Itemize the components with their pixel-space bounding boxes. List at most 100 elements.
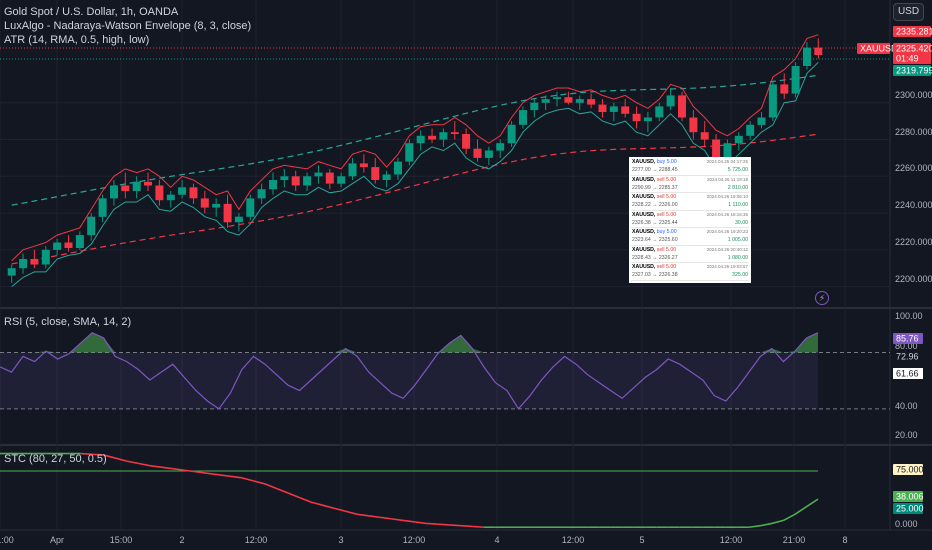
candle-body: [564, 97, 573, 103]
stc-segment: [287, 492, 300, 499]
trade-profit: 1 005.00: [727, 237, 748, 243]
flash-icon[interactable]: ⚡: [815, 291, 829, 305]
countdown-badge: 01:49: [896, 54, 919, 64]
stc-upper-badge-bg: [893, 464, 923, 475]
stc-segment: [806, 498, 819, 508]
trade-prices: 2326.38 → 2325.44: [632, 219, 678, 226]
candle-body: [189, 187, 198, 199]
rsi-line: [0, 331, 819, 410]
candle-body: [394, 161, 402, 175]
candle-body: [30, 259, 39, 265]
trade-header: XAUUSD, buy 5.00: [632, 229, 677, 235]
time-tick-label: 12:00: [720, 535, 743, 545]
rsi-legend[interactable]: RSI (5, close, SMA, 14, 2): [4, 316, 132, 328]
candle-body: [132, 181, 141, 191]
stc-segment: [138, 462, 150, 467]
currency-button[interactable]: USD: [893, 3, 924, 21]
stc-segment: [380, 516, 392, 520]
candle-body: [609, 106, 618, 112]
candle-body: [303, 176, 312, 186]
stc-segment: [357, 513, 369, 517]
trade-prices: 2327.03 → 2326.38: [632, 272, 678, 278]
stc-segment: [115, 457, 127, 462]
candle-body: [64, 242, 73, 248]
atr-legend[interactable]: ATR (14, RMA, 0.5, high, low): [4, 34, 150, 46]
stc-segment: [437, 523, 450, 526]
time-tick-label: 12:00: [245, 535, 268, 545]
trade-time: 2024.04.25 04:17:25: [706, 159, 748, 164]
trade-time: 2024.04.26 18:16:35: [706, 211, 748, 217]
atr-lower-band: [11, 61, 819, 287]
stc-segment: [794, 506, 807, 515]
price-tick-label: 2300.000: [895, 90, 932, 100]
stc-segment: [310, 501, 323, 506]
atr-upper-band: [11, 34, 819, 262]
rsi-band-fill: [0, 352, 818, 409]
trade-side: buy 5.00: [656, 229, 677, 235]
rsi-tick-label: 80.00: [895, 341, 918, 351]
nadaraya-watson-envelope: [0, 34, 890, 287]
time-tick-label: 3: [338, 535, 343, 545]
candle-body: [655, 106, 664, 118]
candle-body: [314, 172, 323, 177]
candle-body: [155, 185, 164, 201]
candle-body: [121, 185, 130, 191]
trade-side: sell 5.00: [656, 211, 677, 218]
candle-body: [98, 198, 107, 217]
candle-body: [484, 150, 493, 158]
stc-segment: [322, 504, 335, 510]
trade-history-panel: XAUUSD, buy 5.00 2024.04.25 04:17:25 2277.…: [629, 157, 751, 283]
price-tick-label: 2260.000: [895, 163, 932, 173]
stc-segment: [241, 477, 254, 482]
trade-row: XAUUSD, sell 5.00 2024.04.26 20:40:12 2328…: [631, 246, 749, 263]
stc-segment: [126, 460, 139, 465]
time-tick-label: 12:00: [562, 535, 585, 545]
stc-segment: [426, 522, 438, 525]
candle-body: [234, 216, 243, 223]
price-tick-label: 2240.000: [895, 200, 932, 210]
candle-body: [519, 110, 527, 125]
envelope-legend[interactable]: LuxAlgo - Nadaraya-Watson Envelope (8, 3…: [4, 20, 252, 32]
symbol-badge: XAUUSD: [860, 44, 898, 54]
stc-segment: [172, 467, 185, 472]
trade-profit: 1 080.00: [727, 254, 748, 261]
stc-segment: [783, 513, 796, 522]
time-tick-label: Apr: [50, 535, 64, 545]
trade-header: XAUUSD, sell 5.00: [632, 264, 676, 270]
trade-row: XAUUSD, sell 5.00 2024.04.26 19:03:57 2327…: [631, 263, 749, 281]
candle-body: [746, 124, 755, 136]
rsi-value-badge: 85.76: [896, 334, 919, 344]
envelope-upper-line: [11, 74, 819, 206]
stc-panel[interactable]: [0, 452, 819, 529]
candle-body: [325, 172, 334, 184]
candle-body: [53, 242, 62, 250]
rsi-level2-bg: [893, 368, 923, 379]
rsi-panel[interactable]: [0, 331, 890, 410]
price-tick-label: 2280.000: [895, 127, 932, 137]
stc-upper-badge: 75.000: [896, 465, 924, 475]
trade-row: XAUUSD, sell 5.00 2024.04.26 18:16:35 2326…: [631, 211, 749, 228]
trade-symbol: XAUUSD,: [632, 211, 657, 218]
candle-body: [814, 47, 823, 55]
trade-row: XAUUSD, buy 5.00 2024.04.25 04:17:25 2277.…: [631, 158, 749, 176]
candle-body: [723, 143, 732, 158]
trade-symbol: XAUUSD,: [632, 176, 657, 183]
candle-body: [496, 143, 505, 151]
candle-body: [678, 95, 686, 118]
candle-body: [530, 102, 539, 111]
candlestick-series[interactable]: [7, 38, 823, 283]
candle-body: [337, 176, 346, 184]
stc-lower-badge-bg: [893, 503, 923, 514]
symbol-title[interactable]: Gold Spot / U.S. Dollar, 1h, OANDA: [4, 6, 179, 18]
stc-lower-badge: 25.000: [896, 504, 924, 514]
stc-legend[interactable]: STC (80, 27, 50, 0.5): [4, 453, 107, 465]
candle-body: [223, 203, 232, 223]
candle-body: [780, 84, 789, 94]
candle-body: [734, 135, 743, 144]
trade-prices: 2323.64 → 2325.60: [632, 237, 678, 243]
stc-segment: [253, 480, 266, 485]
candle-body: [291, 176, 300, 186]
candle-body: [803, 47, 811, 66]
rsi-tick-label: 40.00: [895, 401, 918, 411]
